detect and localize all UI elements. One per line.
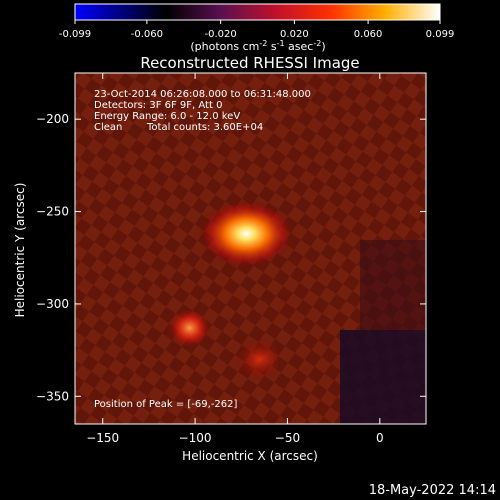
y-tick-label: −300 xyxy=(36,297,69,311)
colorbar-tick-label: -0.060 xyxy=(131,29,163,40)
colorbar-tick-label: 0.099 xyxy=(426,29,455,40)
colorbar-tick-label: 0.020 xyxy=(280,29,309,40)
y-tick-label: −350 xyxy=(36,389,69,403)
colorbar-tick-label: -0.099 xyxy=(59,29,91,40)
info-clean-label: Clean xyxy=(94,122,122,133)
x-tick-label: −150 xyxy=(86,431,119,445)
colorbar-tick-label: -0.020 xyxy=(205,29,237,40)
source-blob xyxy=(167,307,212,348)
info-line-energy: Energy Range: 6.0 - 12.0 keV xyxy=(94,111,240,122)
colorbar-unit-label: (photons cm-2 s-1 asec-2) xyxy=(190,39,325,53)
source-blob xyxy=(198,199,295,268)
info-block: 23-Oct-2014 06:26:08.000 to 06:31:48.000… xyxy=(94,89,311,133)
info-line-detectors: Detectors: 3F 6F 9F, Att 0 xyxy=(94,100,222,111)
x-axis-ticks: −150 −100 −50 0 xyxy=(86,73,384,445)
plot-frame xyxy=(74,72,427,425)
x-tick-label: −100 xyxy=(179,431,212,445)
colorbar xyxy=(74,3,441,21)
info-total-counts: Total counts: 3.60E+04 xyxy=(146,122,263,133)
source-blob xyxy=(235,337,284,382)
sources xyxy=(167,199,295,382)
colorbar-ticks: -0.099 -0.060 -0.020 0.020 0.060 0.099 xyxy=(59,20,454,40)
image-area xyxy=(75,73,426,424)
y-tick-label: −200 xyxy=(36,112,69,126)
x-tick-label: −50 xyxy=(275,431,300,445)
y-tick-label: −250 xyxy=(36,205,69,219)
colorbar-tick-label: 0.060 xyxy=(354,29,383,40)
timestamp: 18-May-2022 14:14 xyxy=(369,483,496,498)
y-axis-label: Heliocentric Y (arcsec) xyxy=(13,183,27,318)
peak-position-label: Position of Peak = [-69,-262] xyxy=(94,399,238,410)
chart-title: Reconstructed RHESSI Image xyxy=(140,54,359,72)
x-tick-label: 0 xyxy=(376,431,384,445)
x-axis-label: Heliocentric X (arcsec) xyxy=(182,449,318,463)
info-line-time: 23-Oct-2014 06:26:08.000 to 06:31:48.000 xyxy=(94,89,311,100)
y-axis-ticks: −200 −250 −300 −350 xyxy=(36,112,426,403)
